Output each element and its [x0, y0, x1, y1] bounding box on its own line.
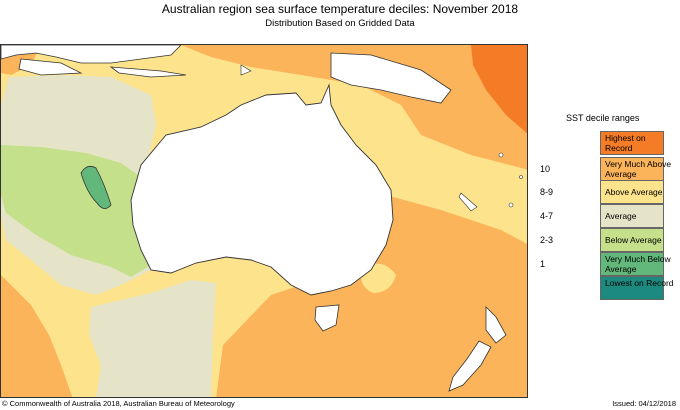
legend-label: Very Much Above Average [605, 159, 672, 179]
below-average-region [1, 145, 151, 277]
legend-range: 1 [540, 259, 546, 269]
copyright-notice: © Commonwealth of Australia 2018, Austra… [2, 399, 235, 408]
legend-title: SST decile ranges [566, 113, 640, 123]
landmass-timor [109, 66, 187, 78]
legend-range: 8-9 [540, 187, 554, 197]
legend-item-very-much-above: 10 Very Much Above Average [540, 157, 680, 181]
legend-label: Average [605, 211, 637, 221]
island-small-north [240, 64, 252, 76]
very-much-above-region-tasman [216, 195, 527, 397]
legend-item-below: 2-3 Below Average [540, 228, 680, 252]
legend-swatch [600, 131, 664, 155]
landmass-java [18, 58, 83, 76]
legend-item-highest: Highest on Record [540, 131, 680, 155]
very-much-above-region-north [181, 45, 527, 170]
island-small-3 [519, 175, 523, 179]
issued-date: Issued: 04/12/2018 [612, 399, 676, 408]
legend-item-lowest: Lowest on Record [540, 276, 680, 300]
legend-swatch [600, 204, 664, 228]
legend-range [540, 276, 566, 300]
landmass-tasmania [314, 304, 340, 332]
landmass-nz-south [448, 340, 492, 392]
sst-decile-map [0, 44, 528, 398]
island-small-2 [508, 202, 514, 208]
landmass-australia [130, 83, 394, 296]
legend-swatch [600, 180, 664, 204]
legend-label: Below Average [605, 235, 662, 245]
landmass-indonesia [1, 45, 182, 64]
legend-swatch [600, 228, 664, 252]
map-subtitle: Distribution Based on Gridded Data [265, 18, 415, 29]
very-much-above-region-sw [1, 275, 73, 397]
legend-label: Above Average [605, 187, 663, 197]
legend-label: Highest on Record [605, 133, 646, 153]
landmass-new-guinea [330, 52, 452, 104]
legend-range: 4-7 [540, 211, 554, 221]
very-much-below-average-region [80, 165, 112, 209]
legend-swatch [600, 252, 664, 276]
legend-label: Lowest on Record [605, 278, 674, 288]
map-title: Australian region sea surface temperatur… [161, 2, 519, 16]
island-new-caledonia [458, 192, 478, 212]
legend-range: 10 [540, 164, 551, 174]
island-small-1 [498, 152, 504, 158]
legend-item-above: 8-9 Above Average [540, 180, 680, 204]
legend-label: Very Much Below Average [605, 254, 671, 274]
average-region-south [89, 280, 216, 397]
legend-range [540, 131, 566, 155]
legend-item-very-much-below: 1 Very Much Below Average [540, 252, 680, 276]
landmass-nz-north [485, 306, 507, 344]
map-canvas [1, 45, 527, 397]
legend-item-average: 4-7 Average [540, 204, 680, 228]
legend-range: 2-3 [540, 235, 554, 245]
legend-swatch [600, 276, 664, 300]
highest-on-record-region [471, 45, 527, 134]
legend-swatch [600, 157, 664, 181]
